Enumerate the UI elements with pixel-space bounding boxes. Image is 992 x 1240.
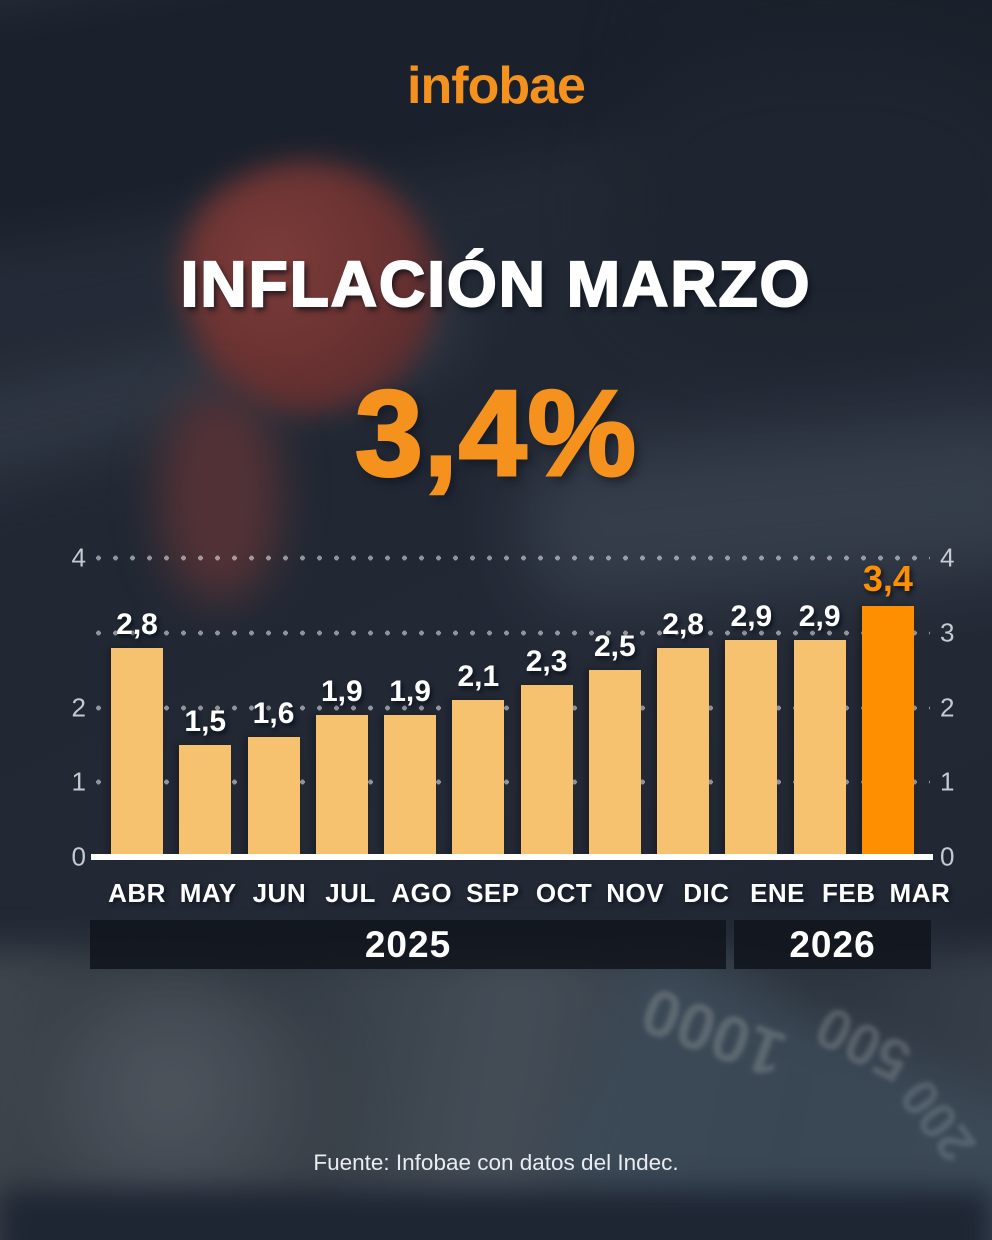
- bar-column-feb: 2,9: [793, 558, 846, 857]
- bar-ago: [384, 714, 437, 857]
- bar-column-jun: 1,6: [247, 558, 300, 857]
- bar-value-label: 3,4: [862, 558, 913, 599]
- bar-ene: [725, 640, 778, 857]
- bar-value-label: 2,3: [525, 645, 568, 679]
- bar-feb: [793, 640, 846, 857]
- bar-column-may: 1,5: [179, 558, 232, 857]
- bar-value-label: 2,5: [594, 630, 636, 664]
- bar-may: [179, 744, 232, 857]
- bar-oct: [520, 685, 573, 857]
- bar-column-ago: 1,9: [384, 558, 437, 857]
- gridlines: [95, 554, 930, 857]
- y-tick-2: 2: [71, 692, 86, 722]
- bar-column-abr: 2,8: [111, 558, 163, 857]
- bar-column-sep: 2,1: [452, 558, 505, 857]
- cart-handle-strap-shape: [160, 390, 280, 600]
- bar-column-ene: 2,9: [725, 558, 778, 857]
- bar-value-label: 1,9: [389, 674, 431, 708]
- bar-column-nov: 2,5: [588, 558, 641, 857]
- month-label-oct: OCT: [535, 878, 593, 908]
- y-tick-1: 1: [71, 766, 86, 797]
- bar-value-label: 2,9: [798, 600, 841, 634]
- y-axis-left: 4 2 1 0: [52, 543, 86, 872]
- y-tick-4: 4: [71, 542, 86, 573]
- bar-nov: [588, 670, 641, 857]
- bar-columns: 2,8 1,5 1,6 1,9 1,9 2,1 2,3 2,5 2,8 2,9 2,9 3,4: [95, 558, 930, 857]
- gridline-4: [95, 554, 930, 562]
- gridline-3: [95, 629, 930, 637]
- bar-dic: [657, 647, 710, 857]
- month-label-dic: DIC: [683, 878, 730, 908]
- y-tick-0: 0: [940, 841, 955, 872]
- y-tick-2: 2: [940, 692, 955, 722]
- bar-column-mar: 3,4: [861, 558, 914, 857]
- month-label-jul: JUL: [325, 878, 376, 908]
- bar-value-label: 1,6: [252, 697, 295, 731]
- y-axis-right: 4 3 2 1 0: [940, 543, 980, 872]
- bar-jul: [315, 714, 368, 857]
- bar-value-label: 2,8: [116, 607, 158, 641]
- month-label-mar: MAR: [889, 878, 951, 908]
- bar-value-label: 2,1: [457, 660, 500, 694]
- infobae-logo: infobae: [407, 57, 586, 115]
- year-band-2025: 2025: [90, 920, 726, 969]
- y-tick-4: 4: [940, 542, 955, 573]
- month-label-jun: JUN: [252, 878, 307, 908]
- month-label-may: MAY: [179, 878, 237, 908]
- source-note: Fuente: Infobae con datos del Indec.: [313, 1150, 679, 1175]
- bar-value-label: 1,9: [320, 674, 363, 708]
- background-hand-shape: [612, 50, 992, 350]
- bar-column-jul: 1,9: [315, 558, 368, 857]
- bar-value-label: 2,8: [662, 607, 704, 641]
- y-tick-1: 1: [940, 766, 955, 797]
- bar-sep: [452, 700, 505, 857]
- gridline-2: [95, 704, 930, 711]
- bar-column-dic: 2,8: [657, 558, 710, 857]
- bar-column-oct: 2,3: [520, 558, 573, 857]
- year-band-2026: 2026: [734, 920, 931, 969]
- bar-chart: 2,8 1,5 1,6 1,9 1,9 2,1 2,3 2,5 2,8 2,9 2,9 3,4: [95, 554, 930, 857]
- page-title: INFLACIÓN MARZO: [180, 248, 812, 320]
- bar-jun: [247, 737, 300, 857]
- bar-value-label: 2,9: [730, 600, 773, 634]
- month-label-ago: AGO: [391, 878, 453, 908]
- y-tick-0: 0: [71, 841, 86, 872]
- month-label-ene: ENE: [750, 878, 806, 908]
- y-tick-3: 3: [940, 617, 955, 648]
- month-label-feb: FEB: [821, 878, 876, 908]
- bar-mar: [861, 606, 914, 857]
- x-axis-baseline: [91, 854, 933, 860]
- bar-abr: [111, 647, 163, 857]
- month-label-nov: NOV: [606, 878, 665, 908]
- bar-value-label: 1,5: [184, 704, 227, 738]
- gridline-1: [95, 778, 930, 786]
- headline-inflation-value: 3,4%: [353, 365, 638, 501]
- month-label-abr: ABR: [108, 878, 166, 908]
- month-label-sep: SEP: [466, 878, 520, 908]
- month-labels: ABR MAY JUN JUL AGO SEP OCT NOV DIC ENE FEB MAR: [95, 878, 962, 909]
- background-bottom-shade: [0, 1190, 992, 1240]
